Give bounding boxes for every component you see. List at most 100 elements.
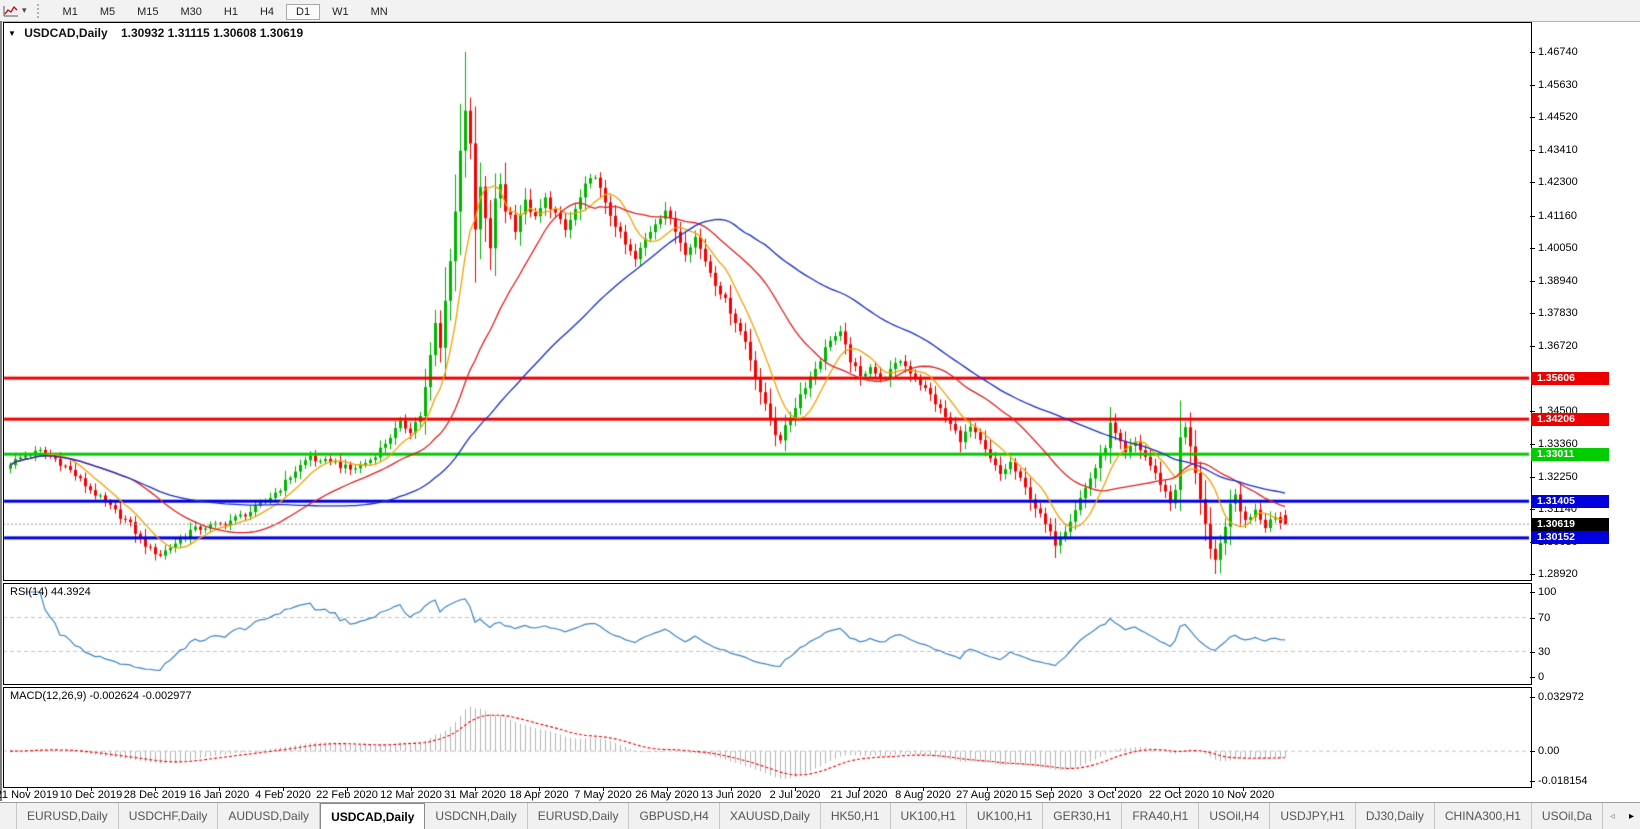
level-price-tag: 1.34206 <box>1531 412 1609 426</box>
rsi-tick-label: 0 <box>1538 671 1545 683</box>
date-tick-label: 3 Oct 2020 <box>1088 789 1142 801</box>
macd-indicator-label: MACD(12,26,9) -0.002624 -0.002977 <box>10 690 192 702</box>
chart-tab-ger30-h1[interactable]: GER30,H1 <box>1043 803 1123 829</box>
date-tick-mark <box>1051 787 1052 791</box>
rsi-tick-label: 30 <box>1538 645 1551 658</box>
rsi-tick-mark <box>1530 617 1535 619</box>
chart-tab-usoil-h4[interactable]: USOil,H4 <box>1199 803 1271 829</box>
chart-tab-uk100-h1[interactable]: UK100,H1 <box>891 803 967 829</box>
level-price-tag: 1.30152 <box>1531 531 1609 545</box>
price-tick-label: 1.32250 <box>1538 470 1578 483</box>
date-tick-mark <box>987 787 988 791</box>
date-tick-label: 4 Feb 2020 <box>255 789 311 801</box>
price-tick-mark <box>1530 248 1535 249</box>
date-tick-mark <box>155 787 156 791</box>
date-tick-mark <box>475 787 476 791</box>
collapse-icon[interactable]: ▼ <box>8 29 16 38</box>
rsi-tick-label: 100 <box>1538 586 1557 598</box>
chart-tab-uk100-h1[interactable]: UK100,H1 <box>967 803 1044 829</box>
price-tick-label: 1.45630 <box>1538 78 1578 91</box>
chart-tab-eurusd-daily[interactable]: EURUSD,Daily <box>528 803 630 829</box>
date-tick-label: 28 Dec 2019 <box>123 789 187 801</box>
date-tick-label: 18 Apr 2020 <box>509 789 569 801</box>
date-tick-mark <box>219 787 220 791</box>
level-price-tag: 1.35606 <box>1531 371 1609 385</box>
chart-tab-usdjpy-h1[interactable]: USDJPY,H1 <box>1270 803 1356 829</box>
date-tick-mark <box>539 787 540 791</box>
scroll-right-icon[interactable]: ▸ <box>1628 810 1634 822</box>
date-tick-mark <box>603 787 604 791</box>
price-tick-mark <box>1530 509 1535 510</box>
macd-tick-label: 0.032972 <box>1538 691 1584 703</box>
date-tick-label: 22 Oct 2020 <box>1149 789 1209 801</box>
date-tick-mark <box>731 787 732 791</box>
current-price-tag: 1.30619 <box>1531 517 1609 531</box>
price-tick-mark <box>1530 52 1535 53</box>
price-tick-label: 1.33360 <box>1538 437 1578 450</box>
symbol-tab-bar: EURUSD,Daily USDCHF,Daily AUDUSD,Daily USDC… <box>0 802 1640 829</box>
chart-tab-xauusd-daily[interactable]: XAUUSD,Daily <box>720 803 821 829</box>
date-tick-label: 10 Nov 2020 <box>1211 789 1275 801</box>
price-tick-mark <box>1530 476 1535 478</box>
date-tick-label: 12 Mar 2020 <box>380 789 442 801</box>
date-tick-label: 2 Jul 2020 <box>769 789 821 801</box>
chart-tab-china300-h1[interactable]: CHINA300,H1 <box>1435 803 1532 829</box>
date-tick-label: 21 Nov 2019 <box>0 789 59 801</box>
chart-tab-audusd-daily[interactable]: AUDUSD,Daily <box>218 803 321 829</box>
chart-tab-dj30-daily[interactable]: DJ30,Daily <box>1356 803 1435 829</box>
chart-tab-fra40-h1[interactable]: FRA40,H1 <box>1122 803 1200 829</box>
date-tick-mark <box>1243 787 1244 791</box>
chart-tab-usoil-da[interactable]: USOil,Da <box>1532 803 1603 829</box>
price-tick-label: 1.40050 <box>1538 242 1578 254</box>
date-tick-label: 22 Feb 2020 <box>316 789 378 801</box>
price-tick-label: 1.37830 <box>1538 307 1578 319</box>
macd-tick-label: -0.018154 <box>1538 775 1588 787</box>
date-tick-mark <box>1115 787 1116 791</box>
price-tick-mark <box>1530 410 1535 412</box>
date-tick-mark <box>1179 787 1180 791</box>
price-tick-mark <box>1530 149 1535 151</box>
rsi-tick-mark <box>1530 592 1535 593</box>
date-tick-label: 16 Jan 2020 <box>188 789 250 801</box>
macd-tick-mark <box>1530 697 1535 698</box>
date-tick-label: 8 Aug 2020 <box>895 789 951 801</box>
chart-tab-usdchf-daily[interactable]: USDCHF,Daily <box>119 803 219 829</box>
price-tick-mark <box>1530 574 1535 575</box>
price-tick-label: 1.38940 <box>1538 274 1578 287</box>
price-tick-label: 1.28920 <box>1538 568 1578 580</box>
price-tick-mark <box>1530 215 1535 217</box>
price-tick-mark <box>1530 345 1535 347</box>
date-tick-mark <box>27 787 28 791</box>
chart-tab-usdcad-daily[interactable]: USDCAD,Daily <box>320 803 426 829</box>
price-tick-label: 1.46740 <box>1538 46 1578 58</box>
rsi-tick-mark <box>1530 677 1535 678</box>
chart-tab-hk50-h1[interactable]: HK50,H1 <box>821 803 891 829</box>
date-tick-label: 15 Sep 2020 <box>1019 789 1083 801</box>
date-tick-label: 21 Jul 2020 <box>830 789 888 801</box>
price-tick-mark <box>1530 313 1535 314</box>
scroll-left-icon[interactable]: ◃ <box>1609 810 1615 822</box>
symbol-period-label: USDCAD,Daily <box>24 26 108 40</box>
price-tick-label: 1.41160 <box>1538 209 1577 222</box>
window-left-border <box>0 21 2 801</box>
tab-scroll-arrows: ◃ ▸ <box>1603 803 1640 829</box>
date-tick-mark <box>347 787 348 791</box>
price-tick-label: 1.43410 <box>1538 143 1578 156</box>
date-tick-label: 13 Jun 2020 <box>700 789 762 801</box>
price-tick-mark <box>1530 443 1535 445</box>
price-tick-label: 1.44520 <box>1538 111 1578 123</box>
date-tick-label: 26 May 2020 <box>635 789 699 801</box>
chart-tab-usdcnh-daily[interactable]: USDCNH,Daily <box>425 803 528 829</box>
date-tick-label: 7 May 2020 <box>574 789 632 801</box>
symbol-tabs: EURUSD,Daily USDCHF,Daily AUDUSD,Daily USDC… <box>16 803 1603 829</box>
date-tick-mark <box>923 787 924 791</box>
price-tick-label: 1.42300 <box>1538 176 1578 189</box>
chart-tab-gbpusd-h4[interactable]: GBPUSD,H4 <box>629 803 720 829</box>
chart-tab-eurusd-daily[interactable]: EURUSD,Daily <box>16 803 119 829</box>
chart-title: ▼ USDCAD,Daily 1.30932 1.31115 1.30608 1… <box>8 26 303 40</box>
price-tick-mark <box>1530 117 1535 118</box>
price-tick-mark <box>1530 280 1535 282</box>
date-tick-label: 10 Dec 2019 <box>59 789 123 801</box>
rsi-tick-label: 70 <box>1538 611 1551 624</box>
